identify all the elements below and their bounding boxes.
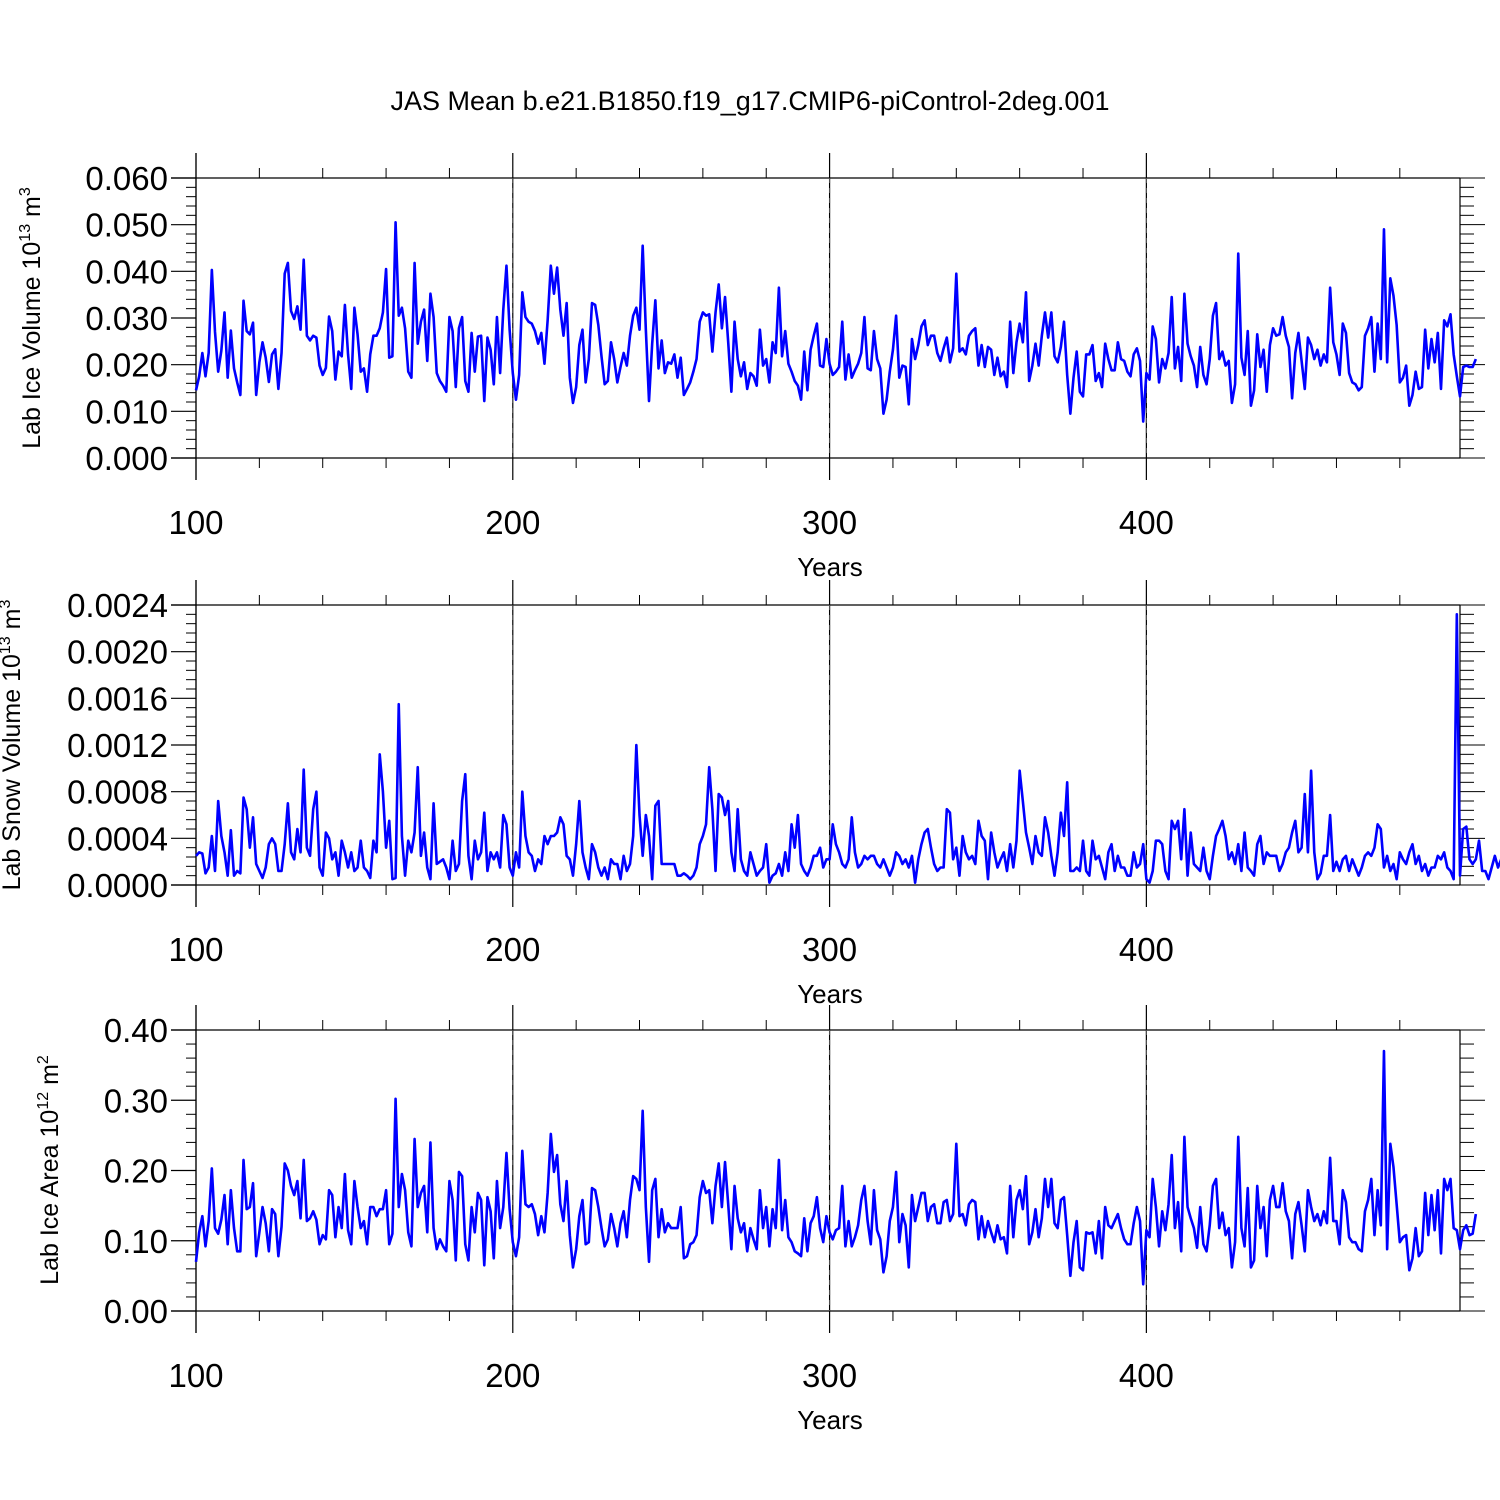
lab-ice-area-panel: 100 200 300 400 0.00 0.10 0.20 0.30 0.40 Years Lab… [35, 1005, 1485, 1435]
y-tick-label: 0.0004 [67, 820, 168, 857]
y-tick-label: 0.020 [85, 347, 168, 384]
x-axis-label: Years [797, 552, 863, 582]
data-series-line [195, 613, 1500, 884]
y-tick-label: 0.030 [85, 300, 168, 337]
y-tick-label: 0.0016 [67, 680, 168, 717]
x-tick-label: 400 [1119, 931, 1174, 968]
y-tick-label: 0.00 [104, 1293, 168, 1330]
x-tick-label: 300 [802, 1357, 857, 1394]
data-series-line [194, 1049, 1478, 1286]
y-tick-label: 0.040 [85, 253, 168, 290]
y-axis-label: Lab Ice Area 1012 m2 [35, 1055, 64, 1285]
chart-title: JAS Mean b.e21.B1850.f19_g17.CMIP6-piCon… [390, 86, 1110, 116]
x-tick-label: 100 [168, 1357, 223, 1394]
x-tick-label: 100 [168, 931, 223, 968]
data-series-line [194, 221, 1478, 423]
y-tick-label: 0.10 [104, 1223, 168, 1260]
y-tick-label: 0.0008 [67, 774, 168, 811]
x-tick-label: 200 [485, 504, 540, 541]
x-tick-label: 300 [802, 504, 857, 541]
y-tick-label: 0.40 [104, 1012, 168, 1049]
x-tick-label: 100 [168, 504, 223, 541]
x-tick-label: 200 [485, 1357, 540, 1394]
y-tick-label: 0.0020 [67, 634, 168, 671]
lab-ice-volume-panel: 100 200 300 400 0.000 0.010 0.020 0.030 0.040 0.0… [17, 153, 1485, 582]
y-tick-label: 0.30 [104, 1082, 168, 1119]
x-tick-label: 400 [1119, 504, 1174, 541]
y-axis-label: Lab Snow Volume 1013 m3 [0, 600, 26, 891]
x-tick-label: 400 [1119, 1357, 1174, 1394]
y-tick-label: 0.0024 [67, 587, 168, 624]
y-tick-label: 0.20 [104, 1153, 168, 1190]
x-tick-label: 200 [485, 931, 540, 968]
lab-snow-volume-panel: 100 200 300 400 0.0000 0.0004 0.0008 0.0012 0.00… [0, 580, 1500, 1009]
y-axis-label: Lab Ice Volume 1013 m3 [17, 187, 46, 449]
x-axis-label: Years [797, 1405, 863, 1435]
y-tick-label: 0.010 [85, 393, 168, 430]
x-tick-label: 300 [802, 931, 857, 968]
x-axis-label: Years [797, 979, 863, 1009]
y-tick-label: 0.000 [85, 440, 168, 477]
y-tick-label: 0.050 [85, 207, 168, 244]
y-tick-label: 0.0012 [67, 727, 168, 764]
y-tick-label: 0.0000 [67, 867, 168, 904]
y-tick-label: 0.060 [85, 160, 168, 197]
